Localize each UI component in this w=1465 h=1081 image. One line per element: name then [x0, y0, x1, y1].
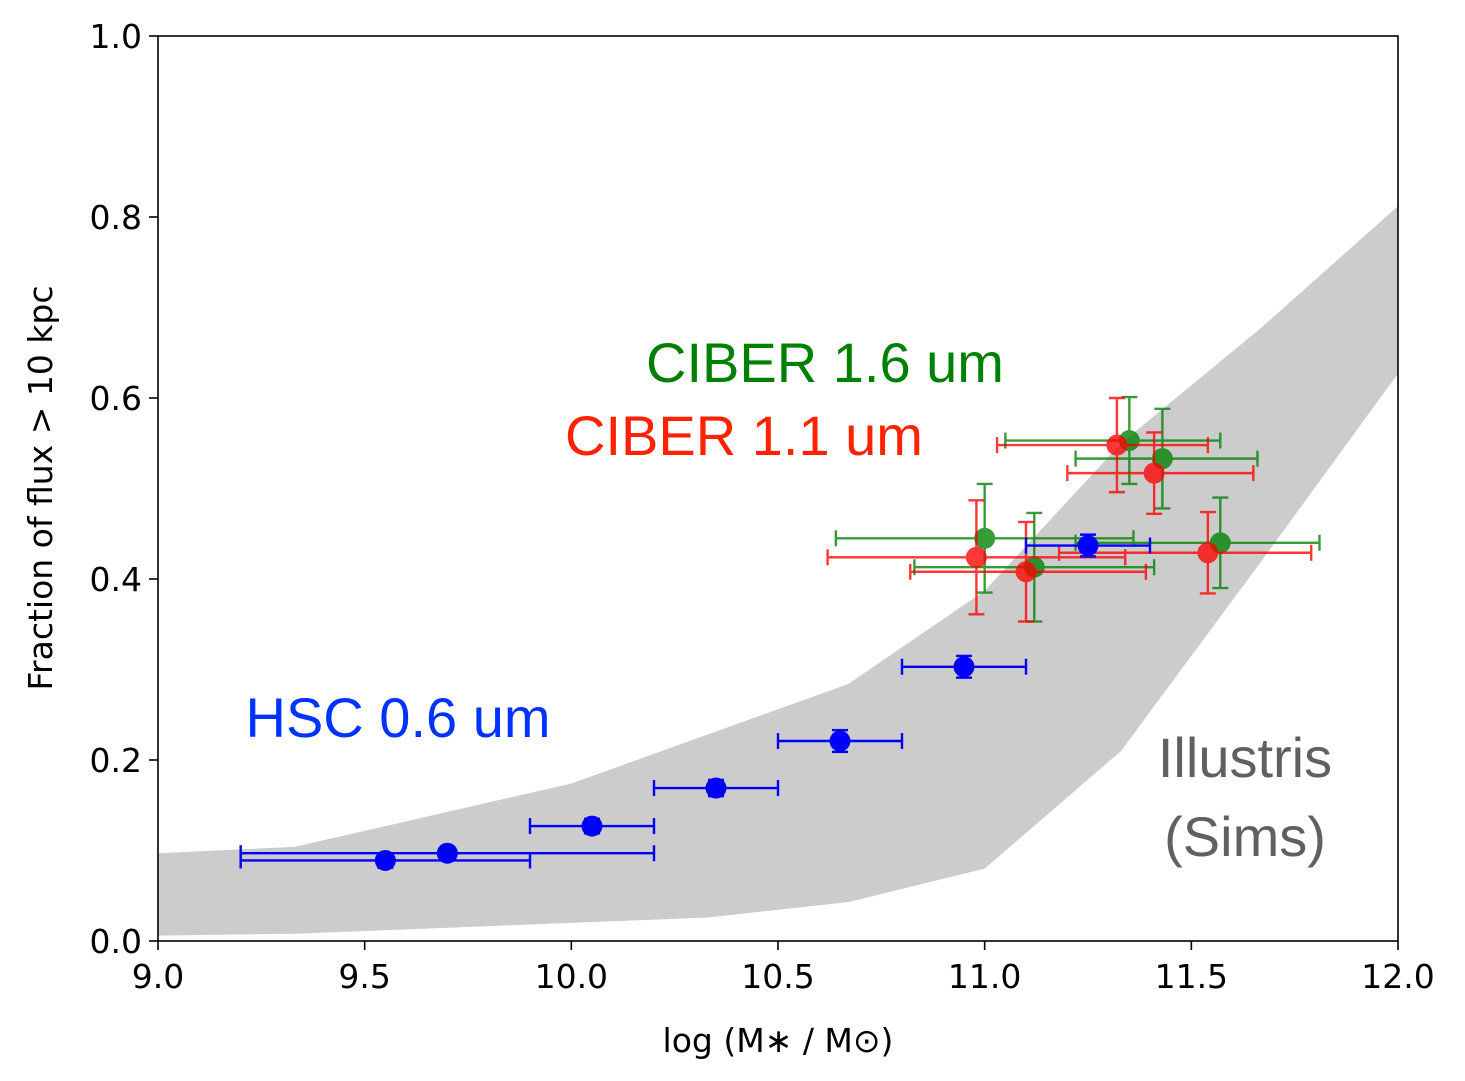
x-tick-label-5: 11.5 — [1155, 957, 1228, 996]
y-tick-label-4: 0.8 — [90, 198, 142, 237]
data-point-3 — [1143, 462, 1165, 484]
annotation-sims: (Sims) — [1164, 805, 1326, 868]
data-point-2 — [1106, 434, 1128, 456]
x-axis-label: log (M∗ / M⊙) — [663, 1021, 894, 1060]
x-tick-label-3: 10.5 — [741, 957, 814, 996]
data-point-5 — [953, 656, 975, 678]
y-tick-label-1: 0.2 — [90, 741, 142, 780]
axis-ticks-layer: 9.0 9.5 10.0 10.5 11.0 11.5 12.0 0.0 0.2 0.4 0.6 0.… — [90, 17, 1435, 996]
data-point-1 — [436, 842, 458, 864]
data-series-layer — [239, 395, 1321, 871]
y-tick-label-5: 1.0 — [90, 17, 142, 56]
x-tick-label-4: 11.0 — [948, 957, 1021, 996]
data-point-1 — [1015, 561, 1037, 583]
annotation-illustris: Illustris — [1158, 726, 1332, 789]
data-point-4 — [829, 730, 851, 752]
y-axis-label: Fraction of flux > 10 kpc — [21, 285, 60, 690]
x-tick-label-6: 12.0 — [1361, 957, 1434, 996]
data-point-4 — [1197, 542, 1219, 564]
x-tick-label-2: 10.0 — [535, 957, 608, 996]
x-tick-label-1: 9.5 — [338, 957, 390, 996]
data-point-6 — [1077, 535, 1099, 557]
series-hsc-0-6-um — [239, 533, 1152, 871]
data-point-3 — [705, 777, 727, 799]
annotation-hsc-0-6-um: HSC 0.6 um — [246, 686, 551, 749]
illustris-band — [158, 206, 1398, 936]
x-tick-label-0: 9.0 — [132, 957, 184, 996]
illustris-band-layer — [158, 206, 1398, 936]
data-point-0 — [974, 527, 996, 549]
y-tick-label-0: 0.0 — [90, 922, 142, 961]
y-tick-label-2: 0.4 — [90, 560, 142, 599]
data-point-0 — [965, 546, 987, 568]
data-point-0 — [374, 849, 396, 871]
data-point-2 — [581, 815, 603, 837]
y-tick-label-3: 0.6 — [90, 379, 142, 418]
annotation-ciber-1-6-um: CIBER 1.6 um — [646, 331, 1004, 394]
annotation-ciber-1-1-um: CIBER 1.1 um — [565, 404, 923, 467]
series-ciber-1-1-um — [826, 396, 1313, 623]
